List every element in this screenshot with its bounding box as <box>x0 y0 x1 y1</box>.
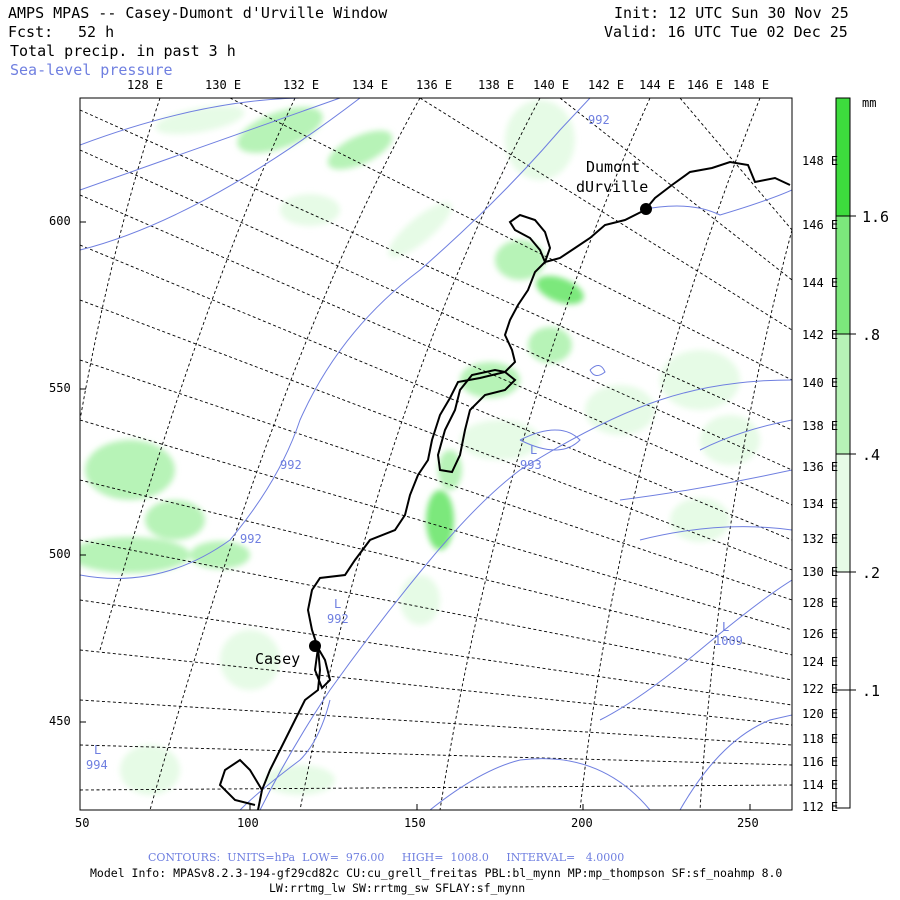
colorbar <box>835 97 856 809</box>
right-lon-label: 118 E <box>802 732 839 746</box>
colorbar-unit: mm <box>862 96 877 110</box>
colorbar-label: .2 <box>862 564 881 582</box>
right-lon-label: 148 E <box>802 154 839 168</box>
valid-time: Valid: 16 UTC Tue 02 Dec 25 <box>604 23 848 41</box>
init-time: Init: 12 UTC Sun 30 Nov 25 <box>614 4 849 22</box>
pressure-label: 994 <box>86 758 108 772</box>
right-lon-label: 130 E <box>802 565 839 579</box>
colorbar-label: .1 <box>862 682 881 700</box>
station-dumont-durville-dot <box>640 203 652 215</box>
right-lon-label: 146 E <box>802 218 839 232</box>
x-tick-label: 200 <box>571 816 593 830</box>
bottom-ticks <box>79 804 751 810</box>
right-lon-label: 142 E <box>802 328 839 342</box>
station-dumont-label: Dumont <box>586 158 641 176</box>
x-tick-label: 150 <box>404 816 426 830</box>
pressure-label: 1009 <box>714 634 743 648</box>
y-tick-label: 600 <box>49 214 71 228</box>
contour-info: CONTOURS: UNITS=hPa LOW= 976.00 HIGH= 10… <box>148 851 625 864</box>
precip-shading <box>80 100 760 795</box>
station-casey-label: Casey <box>255 650 301 668</box>
low-marker: L <box>94 743 102 757</box>
right-lon-label: 124 E <box>802 655 839 669</box>
x-tick-label: 100 <box>237 816 259 830</box>
right-lon-label: 122 E <box>802 682 839 696</box>
right-lon-label: 116 E <box>802 755 839 769</box>
y-tick-label: 500 <box>49 547 71 561</box>
right-lon-label: 112 E <box>802 800 839 814</box>
right-lon-label: 132 E <box>802 532 839 546</box>
low-marker: L <box>334 597 342 611</box>
pressure-label: 993 <box>520 458 542 472</box>
top-lon-label: 128 E <box>127 78 164 92</box>
top-lon-label: 142 E <box>588 78 625 92</box>
station-casey-dot <box>309 640 321 652</box>
meridian-lines <box>80 98 792 791</box>
field-name: Total precip. in past 3 h <box>10 42 236 60</box>
right-lon-label: 144 E <box>802 276 839 290</box>
colorbar-label: 1.6 <box>862 208 890 226</box>
right-lon-label: 136 E <box>802 460 839 474</box>
top-lon-label: 144 E <box>639 78 676 92</box>
pressure-label: 992 <box>588 113 610 127</box>
colorbar-band-1 <box>836 98 850 216</box>
pressure-label: 992 <box>240 532 262 546</box>
colorbar-band-2 <box>836 216 850 334</box>
top-lon-label: 140 E <box>533 78 570 92</box>
y-tick-label: 550 <box>49 381 71 395</box>
pressure-label: 992 <box>280 458 302 472</box>
map-title: AMPS MPAS -- Casey-Dumont d'Urville Wind… <box>8 4 388 22</box>
low-marker: L <box>722 620 730 634</box>
forecast-label: Fcst: <box>8 23 54 41</box>
right-lon-label: 114 E <box>802 778 839 792</box>
top-lon-label: 130 E <box>205 78 242 92</box>
top-lon-label: 138 E <box>478 78 515 92</box>
right-lon-label: 128 E <box>802 596 839 610</box>
top-lon-label: 136 E <box>416 78 453 92</box>
colorbar-band-5 <box>836 572 850 690</box>
top-lon-label: 134 E <box>352 78 389 92</box>
latitude-lines <box>80 98 792 810</box>
forecast-hour: 52 h <box>78 23 115 41</box>
right-lon-label: 138 E <box>802 419 839 433</box>
pressure-contours <box>80 98 792 810</box>
overlay-name: Sea-level pressure <box>10 61 173 79</box>
map-frame <box>79 97 793 811</box>
colorbar-label: .4 <box>862 446 881 464</box>
top-lon-label: 146 E <box>687 78 724 92</box>
colorbar-band-3 <box>836 334 850 454</box>
right-lon-label: 134 E <box>802 497 839 511</box>
left-ticks <box>80 221 86 723</box>
right-lon-label: 126 E <box>802 627 839 641</box>
model-info-line2: LW:rrtmg_lw SW:rrtmg_sw SFLAY:sf_mynn <box>269 881 526 895</box>
station-durville-label: dUrville <box>576 178 649 196</box>
y-tick-label: 450 <box>49 714 71 728</box>
pressure-label: 992 <box>327 612 349 626</box>
right-lon-label: 120 E <box>802 707 839 721</box>
low-marker: L <box>530 443 538 457</box>
right-lon-label: 140 E <box>802 376 839 390</box>
top-lon-label: 148 E <box>733 78 770 92</box>
x-tick-label: 50 <box>75 816 90 830</box>
x-tick-label: 250 <box>737 816 759 830</box>
colorbar-label: .8 <box>862 326 881 344</box>
colorbar-band-4 <box>836 454 850 572</box>
model-info-line1: Model Info: MPASv8.2.3-194-gf29cd82c CU:… <box>90 866 783 880</box>
top-lon-label: 132 E <box>283 78 320 92</box>
